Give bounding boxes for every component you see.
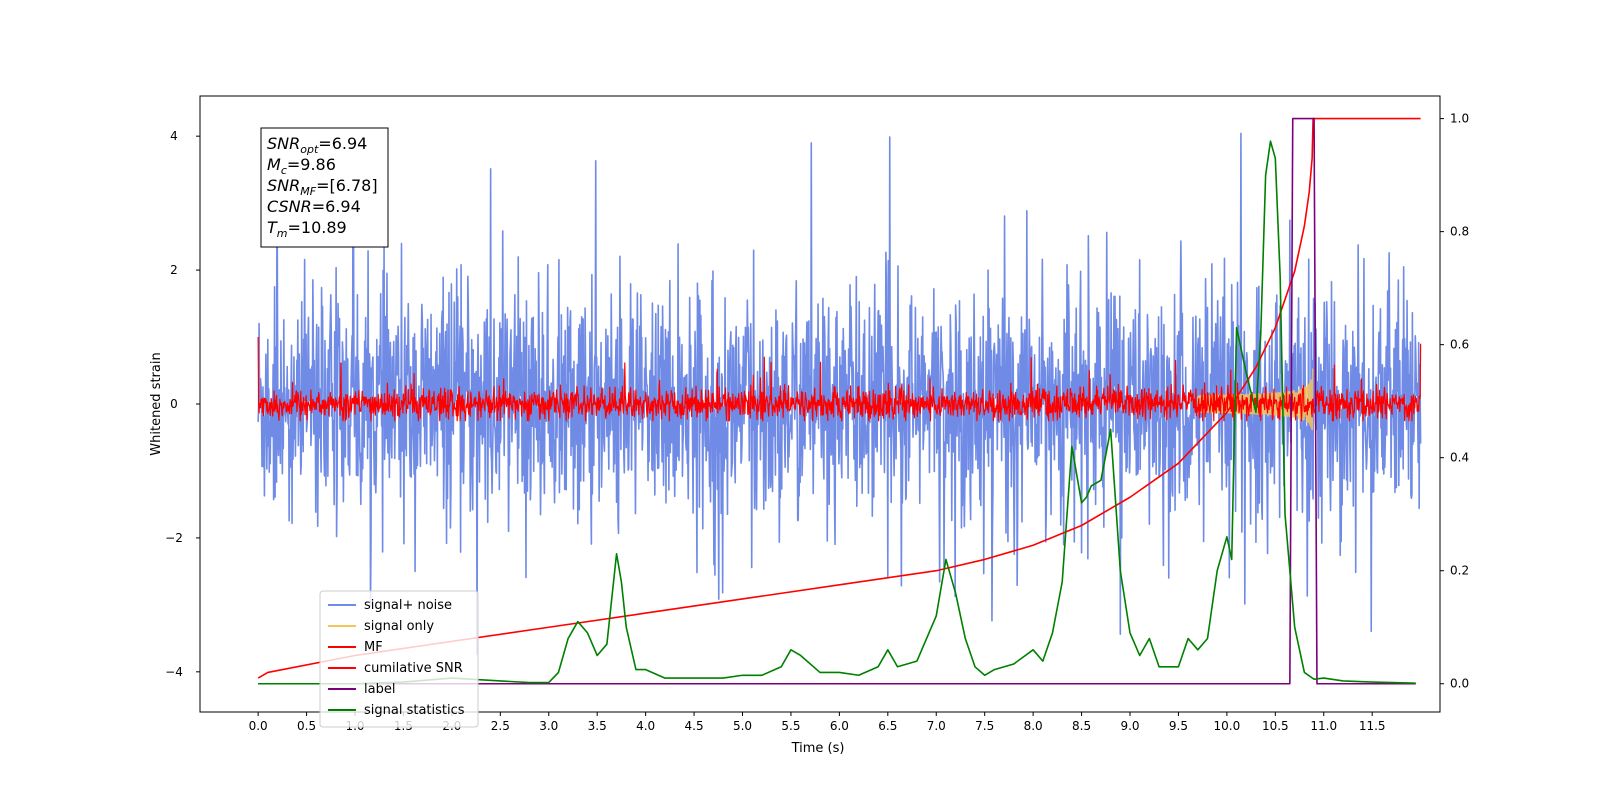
series-mf (257, 337, 1422, 422)
series-layer (257, 117, 1422, 685)
annotation-line: Tm=10.89 (267, 218, 347, 240)
x-tick-label: 6.5 (878, 719, 897, 733)
x-tick-label: 6.0 (830, 719, 849, 733)
annotation-frame (260, 127, 389, 248)
x-tick-label: 0.5 (297, 719, 316, 733)
y-left-tick-label: −2 (165, 531, 183, 545)
x-tick-label: 7.5 (975, 719, 994, 733)
x-tick-label: 8.0 (1024, 719, 1043, 733)
x-tick-label: 9.5 (1169, 719, 1188, 733)
legend-label-signal-statistics: signal statistics (364, 703, 465, 718)
x-tick-label: 10.5 (1262, 719, 1289, 733)
x-tick-label: 4.5 (685, 719, 704, 733)
y-left-tick-label: 4 (170, 129, 178, 143)
legend-frame (319, 590, 479, 728)
legend-label-mf: MF (364, 640, 383, 655)
y-right-tick-label: 0.4 (1450, 451, 1469, 465)
annotation-line: SNRMF=[6.78] (267, 176, 378, 198)
x-tick-label: 3.5 (588, 719, 607, 733)
y-right-tick-label: 0.6 (1450, 338, 1469, 352)
series-cumilative-snr (257, 117, 1421, 679)
x-tick-label: 5.5 (781, 719, 800, 733)
legend-label-label: label (364, 682, 395, 697)
annotation-line: CSNR=6.94 (267, 197, 361, 216)
y-left-tick-label: 2 (170, 263, 178, 277)
y-right-tick-label: 0.8 (1450, 225, 1469, 239)
y-left-tick-label: 0 (170, 397, 178, 411)
x-tick-label: 7.0 (927, 719, 946, 733)
x-axis-label: Time (s) (791, 741, 845, 756)
x-tick-label: 5.0 (733, 719, 752, 733)
x-tick-label: 8.5 (1072, 719, 1091, 733)
series-label (258, 117, 1416, 685)
legend-label-cumilative-snr: cumilative SNR (364, 661, 463, 676)
y-axis-label-left: Whitened strain (149, 352, 164, 455)
y-left-tick-label: −4 (165, 665, 183, 679)
annotation-line: SNRopt=6.94 (267, 134, 367, 156)
legend: signal+ noise signal only MF cumilative SNR… (319, 590, 479, 728)
x-tick-label: 10.0 (1214, 719, 1241, 733)
y-axis-left: −4 −2 0 2 4 (165, 129, 200, 679)
y-right-tick-label: 1.0 (1450, 112, 1469, 126)
y-axis-right: 0.0 0.2 0.4 0.6 0.8 1.0 (1440, 112, 1469, 691)
x-tick-label: 11.5 (1359, 719, 1386, 733)
x-tick-label: 9.0 (1120, 719, 1139, 733)
y-right-tick-label: 0.2 (1450, 564, 1469, 578)
x-tick-label: 3.0 (539, 719, 558, 733)
y-right-tick-label: 0.0 (1450, 677, 1469, 691)
legend-label-signal-only: signal only (364, 619, 434, 634)
x-tick-label: 11.0 (1310, 719, 1337, 733)
series-signal-statistics (258, 140, 1416, 685)
x-tick-label: 2.5 (491, 719, 510, 733)
x-tick-label: 0.0 (249, 719, 268, 733)
annotation-line: Mc=9.86 (267, 155, 336, 177)
x-tick-label: 4.0 (636, 719, 655, 733)
legend-label-signal-noise: signal+ noise (364, 598, 452, 613)
series-signal-noise (257, 132, 1422, 656)
